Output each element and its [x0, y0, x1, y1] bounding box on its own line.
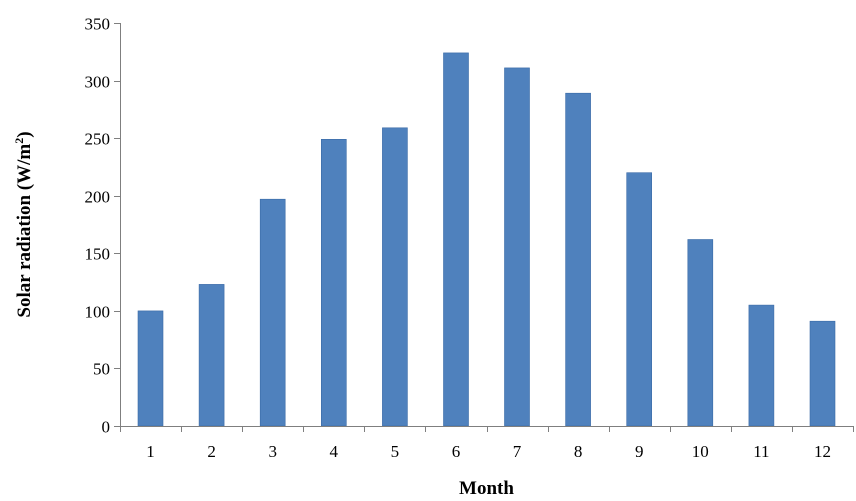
y-tick-label: 0 [102, 418, 111, 437]
bar-month-2 [198, 284, 225, 427]
bar-month-9 [626, 172, 653, 427]
bar-month-6 [443, 52, 469, 427]
y-axis-title-main: Solar radiation (W/m [14, 144, 35, 318]
y-axis-title: Solar radiation (W/m2) [12, 131, 35, 317]
bar-month-1 [137, 310, 164, 427]
x-tick-label: 7 [513, 442, 522, 461]
y-axis-ticks: 0 50 100 150 200 250 300 350 [85, 15, 120, 437]
bar-month-7 [504, 67, 530, 427]
bar-month-11 [748, 304, 775, 427]
x-tick-label: 6 [452, 442, 461, 461]
x-tick-label: 2 [207, 442, 216, 461]
x-tick-label: 4 [330, 442, 339, 461]
x-tick-label: 1 [146, 442, 155, 461]
bar-month-4 [320, 139, 347, 427]
x-tick-label: 11 [753, 442, 769, 461]
y-tick-label: 200 [85, 188, 111, 207]
y-tick-label: 300 [85, 73, 111, 92]
x-tick-label: 8 [574, 442, 583, 461]
bar-month-10 [687, 239, 714, 427]
y-axis-title-close: ) [14, 131, 35, 137]
x-tick-label: 10 [692, 442, 709, 461]
x-tick-label: 9 [635, 442, 644, 461]
x-axis-title: Month [459, 478, 514, 499]
x-tick-label: 3 [268, 442, 277, 461]
y-tick-label: 350 [85, 15, 111, 34]
x-tick-label: 12 [814, 442, 831, 461]
y-axis-title-superscript: 2 [12, 138, 26, 144]
bar-month-8 [565, 92, 591, 427]
x-tick-label: 5 [391, 442, 400, 461]
bars-group [137, 52, 836, 427]
bar-month-12 [809, 320, 836, 427]
y-tick-label: 100 [85, 303, 111, 322]
bar-month-3 [259, 198, 286, 427]
y-tick-label: 150 [85, 245, 111, 264]
x-axis-ticks: 1 2 3 4 5 6 7 8 9 10 11 12 [120, 426, 854, 461]
y-tick-label: 50 [93, 360, 110, 379]
bar-month-5 [382, 127, 408, 427]
y-tick-label: 250 [85, 130, 111, 149]
